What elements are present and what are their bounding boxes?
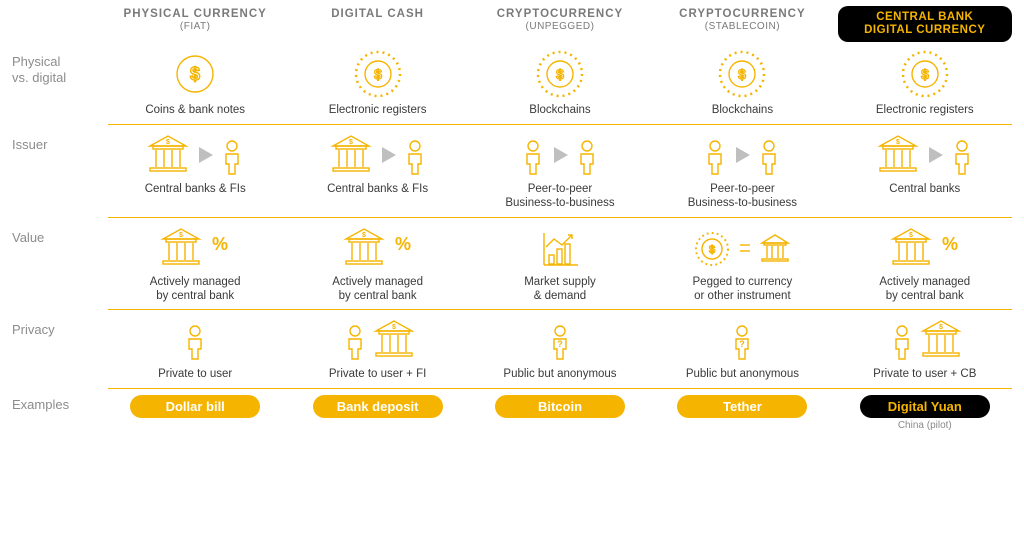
example-pill: Digital Yuan <box>860 395 990 418</box>
cell-example-cbdc: Digital Yuan China (pilot) <box>838 389 1012 437</box>
coin-dotted-icon <box>897 46 953 102</box>
cell-physical-dcash: Electronic registers <box>290 42 464 124</box>
anon-person-icon <box>545 315 575 365</box>
market-chart-icon <box>536 223 584 273</box>
person-icon <box>703 130 727 180</box>
example-pill: Bitcoin <box>495 395 625 418</box>
cell-physical-stable: Blockchains <box>655 42 829 124</box>
person-icon <box>889 315 915 365</box>
bank-icon <box>374 315 414 365</box>
bank-icon <box>876 130 920 180</box>
row-label-issuer: Issuer <box>12 125 100 217</box>
cell-physical-fiat: Coins & bank notes <box>108 42 282 124</box>
row-label-physical: Physicalvs. digital <box>12 42 100 124</box>
person-icon <box>950 130 974 180</box>
person-icon <box>180 315 210 365</box>
example-pill: Tether <box>677 395 807 418</box>
arrow-icon <box>379 145 397 165</box>
cell-privacy-stable: Public but anonymous <box>655 310 829 388</box>
coin-dotted-icon <box>350 46 406 102</box>
col-head-stable: CRYPTOCURRENCY (STABLECOIN) <box>655 6 829 42</box>
coin-solid-icon <box>167 46 223 102</box>
bank-icon <box>342 223 386 273</box>
coin-dotted-icon <box>532 46 588 102</box>
arrow-icon <box>551 145 569 165</box>
coin-dotted-small-icon <box>692 223 732 273</box>
cell-issuer-cbdc: Central banks <box>838 125 1012 217</box>
cell-value-cbdc: Actively managedby central bank <box>838 218 1012 310</box>
cell-value-stable: Pegged to currencyor other instrument <box>655 218 829 310</box>
cell-example-fiat: Dollar bill <box>108 389 282 437</box>
equals-icon <box>738 238 752 258</box>
cell-privacy-fiat: Private to user <box>108 310 282 388</box>
cell-issuer-fiat: Central banks & FIs <box>108 125 282 217</box>
cell-issuer-crypto: Peer-to-peerBusiness-to-business <box>473 125 647 217</box>
cell-privacy-dcash: Private to user + FI <box>290 310 464 388</box>
cell-example-crypto: Bitcoin <box>473 389 647 437</box>
bank-icon <box>146 130 190 180</box>
cell-example-dcash: Bank deposit <box>290 389 464 437</box>
bank-icon <box>159 223 203 273</box>
cell-privacy-crypto: Public but anonymous <box>473 310 647 388</box>
bank-icon <box>921 315 961 365</box>
person-icon <box>342 315 368 365</box>
percent-icon <box>209 233 231 263</box>
cell-issuer-stable: Peer-to-peerBusiness-to-business <box>655 125 829 217</box>
cell-example-stable: Tether <box>655 389 829 437</box>
person-icon <box>757 130 781 180</box>
person-icon <box>521 130 545 180</box>
coin-dotted-icon <box>714 46 770 102</box>
col-head-cbdc: CENTRAL BANK DIGITAL CURRENCY <box>838 6 1012 42</box>
arrow-icon <box>926 145 944 165</box>
arrow-icon <box>733 145 751 165</box>
col-head-fiat: PHYSICAL CURRENCY (FIAT) <box>108 6 282 42</box>
cell-physical-crypto: Blockchains <box>473 42 647 124</box>
arrow-icon <box>196 145 214 165</box>
example-subtext: China (pilot) <box>842 420 1008 431</box>
bank-icon <box>329 130 373 180</box>
row-label-examples: Examples <box>12 389 100 437</box>
currency-comparison-grid: PHYSICAL CURRENCY (FIAT) DIGITAL CASH CR… <box>12 6 1012 437</box>
bank-icon <box>889 223 933 273</box>
example-pill: Dollar bill <box>130 395 260 418</box>
cell-physical-cbdc: Electronic registers <box>838 42 1012 124</box>
col-head-crypto: CRYPTOCURRENCY (UNPEGGED) <box>473 6 647 42</box>
example-pill: Bank deposit <box>313 395 443 418</box>
cell-value-crypto: Market supply& demand <box>473 218 647 310</box>
percent-icon <box>392 233 414 263</box>
anon-person-icon <box>727 315 757 365</box>
col-head-dcash: DIGITAL CASH <box>290 6 464 42</box>
cell-privacy-cbdc: Private to user + CB <box>838 310 1012 388</box>
cell-value-dcash: Actively managedby central bank <box>290 218 464 310</box>
cell-issuer-dcash: Central banks & FIs <box>290 125 464 217</box>
cell-value-fiat: Actively managedby central bank <box>108 218 282 310</box>
row-label-value: Value <box>12 218 100 310</box>
row-label-privacy: Privacy <box>12 310 100 388</box>
person-icon <box>403 130 427 180</box>
person-icon <box>575 130 599 180</box>
bank-small-icon <box>758 223 792 273</box>
percent-icon <box>939 233 961 263</box>
person-icon <box>220 130 244 180</box>
